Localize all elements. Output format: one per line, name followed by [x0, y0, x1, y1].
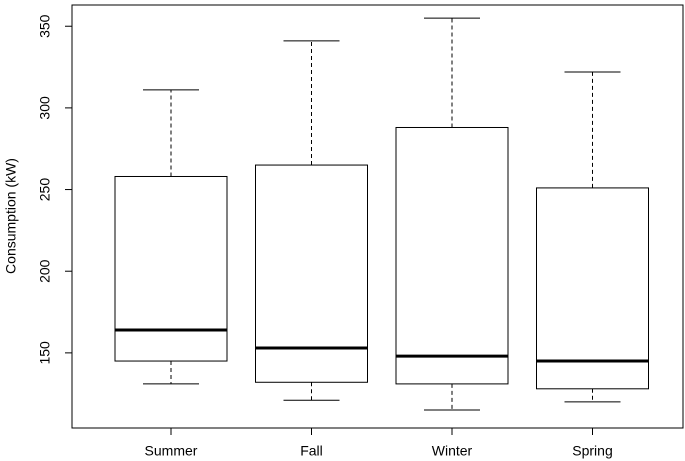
y-tick-label: 200 [37, 259, 53, 283]
x-tick-label: Winter [432, 443, 473, 459]
y-tick-label: 250 [37, 178, 53, 202]
y-tick-label: 300 [37, 96, 53, 120]
plot-frame [71, 4, 684, 429]
x-tick-label: Spring [572, 443, 612, 459]
x-tick-label: Fall [300, 443, 323, 459]
x-tick-label: Summer [145, 443, 198, 459]
box [536, 187, 649, 390]
box [255, 164, 368, 383]
y-tick-label: 350 [37, 14, 53, 38]
box [114, 175, 228, 362]
box [395, 126, 509, 385]
y-axis-title: Consumption (kW) [3, 158, 19, 274]
y-tick-label: 150 [37, 341, 53, 365]
